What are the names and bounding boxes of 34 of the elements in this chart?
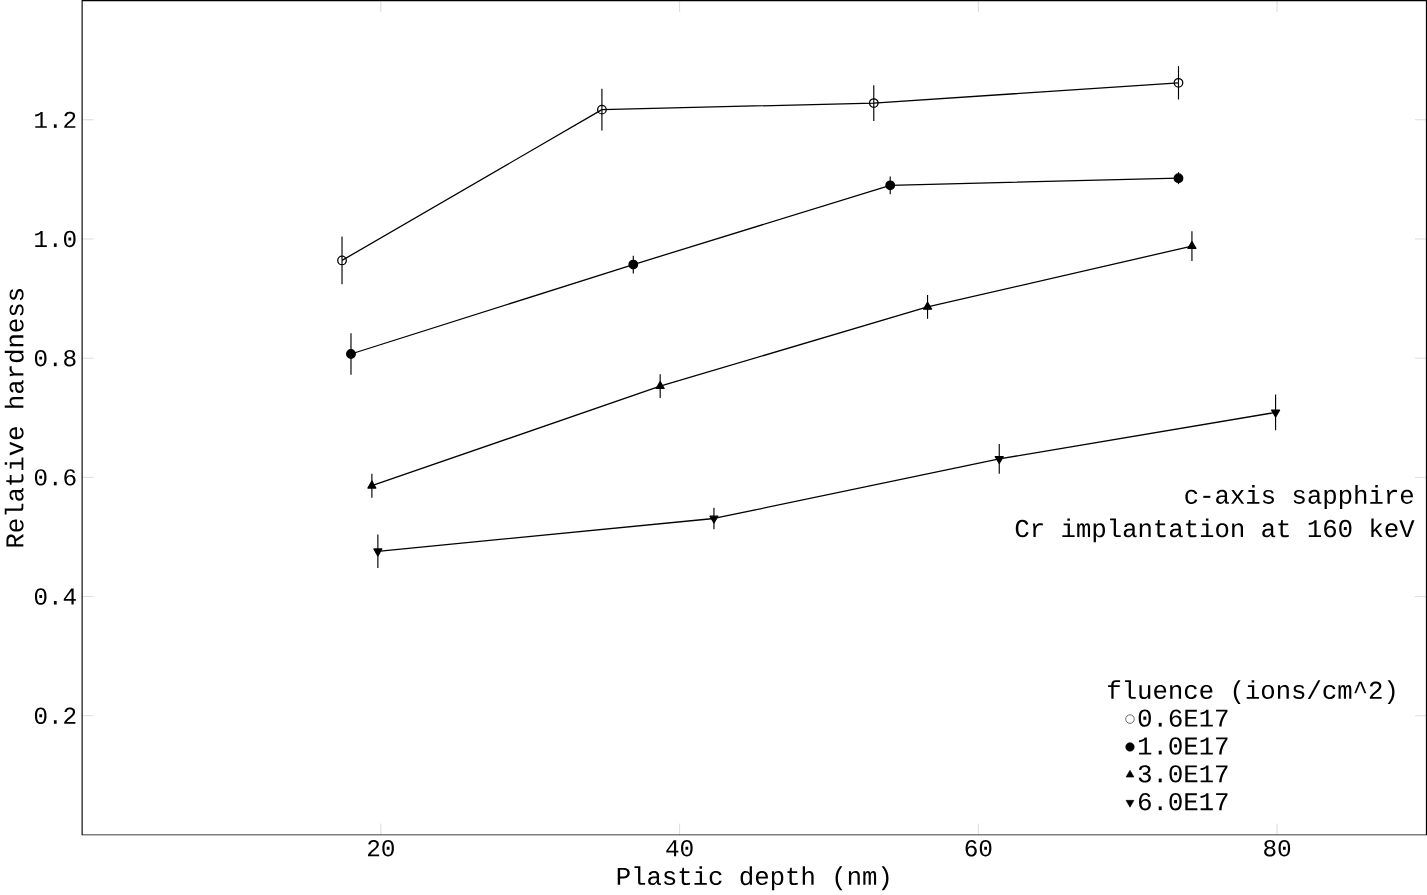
y-tick-label: 1.2 — [35, 111, 76, 128]
point — [628, 259, 639, 270]
y-axis-title: Relative hardness — [4, 289, 24, 547]
point — [655, 381, 665, 390]
point — [994, 456, 1004, 465]
point — [346, 349, 356, 359]
y-tick-label: 1.0 — [35, 230, 76, 248]
legend-label: 6.0E17 — [1139, 793, 1228, 811]
legend-label: 0.6E17 — [1138, 709, 1228, 727]
point — [597, 104, 607, 115]
point — [337, 255, 347, 266]
y-tick-label: 0.8 — [34, 349, 76, 367]
point — [367, 480, 377, 489]
point — [885, 180, 896, 191]
point — [1270, 409, 1281, 418]
point — [868, 98, 879, 109]
y-tick-label: 0.6 — [34, 469, 76, 486]
y-tick-label: 0.2 — [34, 707, 76, 725]
x-tick-label: 80 — [1264, 840, 1291, 857]
legend-title: fluence (ions/cm^2) — [1108, 680, 1395, 705]
point — [709, 515, 719, 524]
legend-label: 1.0E17 — [1138, 737, 1228, 755]
point — [1173, 77, 1184, 88]
point — [922, 301, 933, 310]
annotation: c-axis sapphire — [1185, 485, 1413, 510]
x-tick-label: 40 — [666, 840, 693, 857]
annotation: Cr implantation at 160 keV — [1015, 518, 1415, 543]
legend-label: 3.0E17 — [1138, 765, 1228, 783]
y-tick-label: 0.4 — [34, 588, 76, 605]
x-tick-label: 20 — [368, 840, 394, 857]
x-axis-title: Plastic depth (nm) — [617, 866, 889, 891]
x-tick-label: 60 — [965, 840, 992, 857]
point — [1187, 240, 1197, 250]
point — [373, 548, 383, 557]
